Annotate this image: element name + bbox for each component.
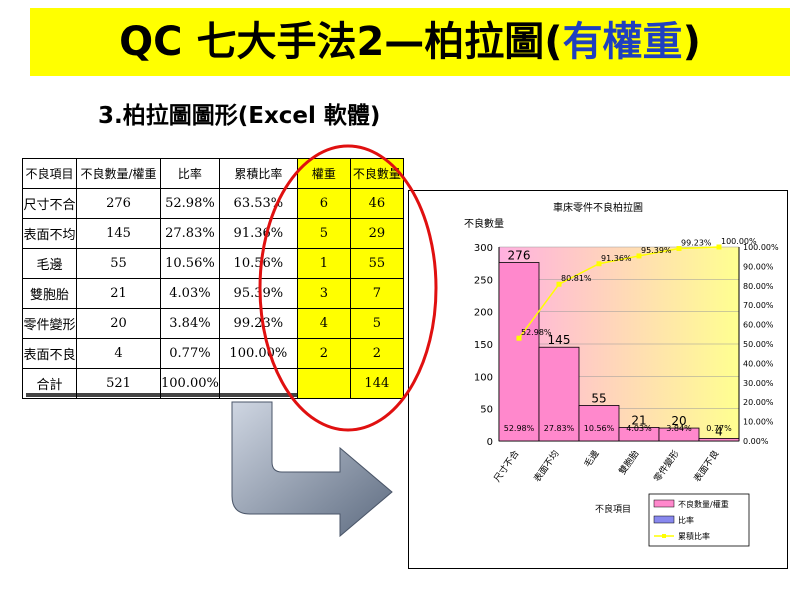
ratio-label: 52.98% — [504, 424, 535, 433]
y-axis-label: 不良數量 — [464, 217, 504, 230]
table-cell: 3.84% — [160, 308, 220, 339]
y-tick-label: 50 — [480, 405, 493, 416]
ratio-label: 3.84% — [666, 424, 692, 433]
title-bar — [30, 8, 790, 76]
legend-swatch-marker — [662, 534, 666, 538]
bar — [698, 438, 740, 442]
legend-label: 累積比率 — [678, 531, 710, 541]
y2-tick-label: 50.00% — [743, 340, 774, 349]
table-header-cell: 不良項目 — [22, 158, 77, 189]
table-header-cell: 不良數量/權重 — [76, 158, 161, 189]
ratio-label: 10.56% — [584, 424, 615, 433]
y-tick-label: 300 — [474, 243, 493, 254]
cumulative-label: 99.23% — [681, 238, 712, 247]
y-tick-label: 200 — [474, 308, 493, 319]
page-title: QC 七大手法2—柏拉圖(有權重) — [119, 19, 701, 65]
bar-value-label: 4 — [715, 424, 723, 438]
cumulative-point — [516, 335, 522, 341]
cumulative-point — [676, 245, 682, 251]
table-cell: 27.83% — [160, 218, 220, 249]
bar-value-label: 20 — [671, 414, 686, 428]
flow-arrow — [231, 401, 393, 538]
legend-label: 不良數量/權重 — [678, 499, 729, 509]
bar — [498, 262, 540, 442]
table-cell: 10.56% — [160, 248, 220, 279]
table-cell: 雙胞胎 — [22, 278, 77, 309]
bar — [658, 427, 700, 442]
bar-value-label: 145 — [548, 333, 571, 347]
cumulative-label: 52.98% — [521, 328, 552, 337]
ratio-label: 4.03% — [626, 424, 652, 433]
y2-tick-label: 0.00% — [743, 437, 769, 446]
table-cell: 276 — [76, 188, 161, 219]
y2-tick-label: 40.00% — [743, 359, 774, 368]
y-tick-label: 0 — [487, 437, 493, 448]
x-tick-label: 表面不良 — [691, 448, 721, 484]
table-cell: 表面不良 — [22, 338, 77, 369]
bar-value-label: 21 — [631, 413, 646, 427]
bar-value-label: 276 — [508, 249, 531, 263]
subtitle: 3.柏拉圖圖形(Excel 軟體) — [98, 103, 381, 129]
bar-value-label: 55 — [591, 391, 606, 405]
legend-swatch-ratio — [653, 515, 675, 524]
cumulative-label: 100.00% — [721, 237, 757, 246]
bar — [538, 346, 580, 442]
chart-frame: 車床零件不良柏拉圖不良數量 0 50 100 150 200 250 300 0.00% 10.0… — [408, 190, 788, 569]
table-cell: 100.00% — [160, 368, 220, 399]
table-cell: 20 — [76, 308, 161, 339]
y2-tick-label: 100.00% — [743, 243, 779, 252]
legend-label: 比率 — [678, 515, 694, 525]
title-highlight: 有權重 — [562, 19, 683, 65]
bar — [578, 405, 620, 442]
table-cell: 4 — [76, 338, 161, 369]
cumulative-label: 80.81% — [561, 274, 592, 283]
y-tick-label: 100 — [474, 372, 493, 383]
ratio-label: 0.77% — [706, 424, 732, 433]
y2-tick-label: 30.00% — [743, 379, 774, 388]
x-tick-label: 雙胞胎 — [616, 448, 641, 477]
table-cell: 521 — [76, 368, 161, 399]
ratio-label: 27.83% — [544, 424, 575, 433]
x-tick-label: 毛邊 — [581, 448, 601, 470]
cumulative-line — [518, 246, 720, 339]
cumulative-point — [596, 261, 602, 267]
y2-tick-label: 90.00% — [743, 262, 774, 271]
cumulative-point — [716, 244, 722, 250]
y2-tick-label: 70.00% — [743, 301, 774, 310]
table-cell: 合計 — [22, 368, 77, 399]
table-cell: 尺寸不合 — [22, 188, 77, 219]
table-cell: 0.77% — [160, 338, 220, 369]
y2-tick-label: 60.00% — [743, 321, 774, 330]
table-cell: 表面不均 — [22, 218, 77, 249]
x-axis-label: 不良項目 — [595, 503, 631, 515]
y2-tick-label: 20.00% — [743, 398, 774, 407]
cumulative-point — [636, 253, 642, 259]
chart-title: 車床零件不良柏拉圖 — [553, 201, 643, 214]
x-tick-label: 表面不均 — [531, 448, 561, 484]
cumulative-label: 95.39% — [641, 246, 672, 255]
y-tick-label: 250 — [474, 275, 493, 286]
cumulative-label: 91.36% — [601, 254, 632, 263]
table-cell: 55 — [76, 248, 161, 279]
x-tick-label: 零件變形 — [651, 448, 681, 484]
y2-tick-label: 10.00% — [743, 418, 774, 427]
table-cell: 零件變形 — [22, 308, 77, 339]
cumulative-point — [556, 281, 562, 287]
x-tick-label: 尺寸不合 — [491, 448, 521, 484]
y2-tick-label: 80.00% — [743, 282, 774, 291]
y-tick-label: 150 — [474, 340, 493, 351]
legend-swatch-bar — [653, 499, 675, 508]
